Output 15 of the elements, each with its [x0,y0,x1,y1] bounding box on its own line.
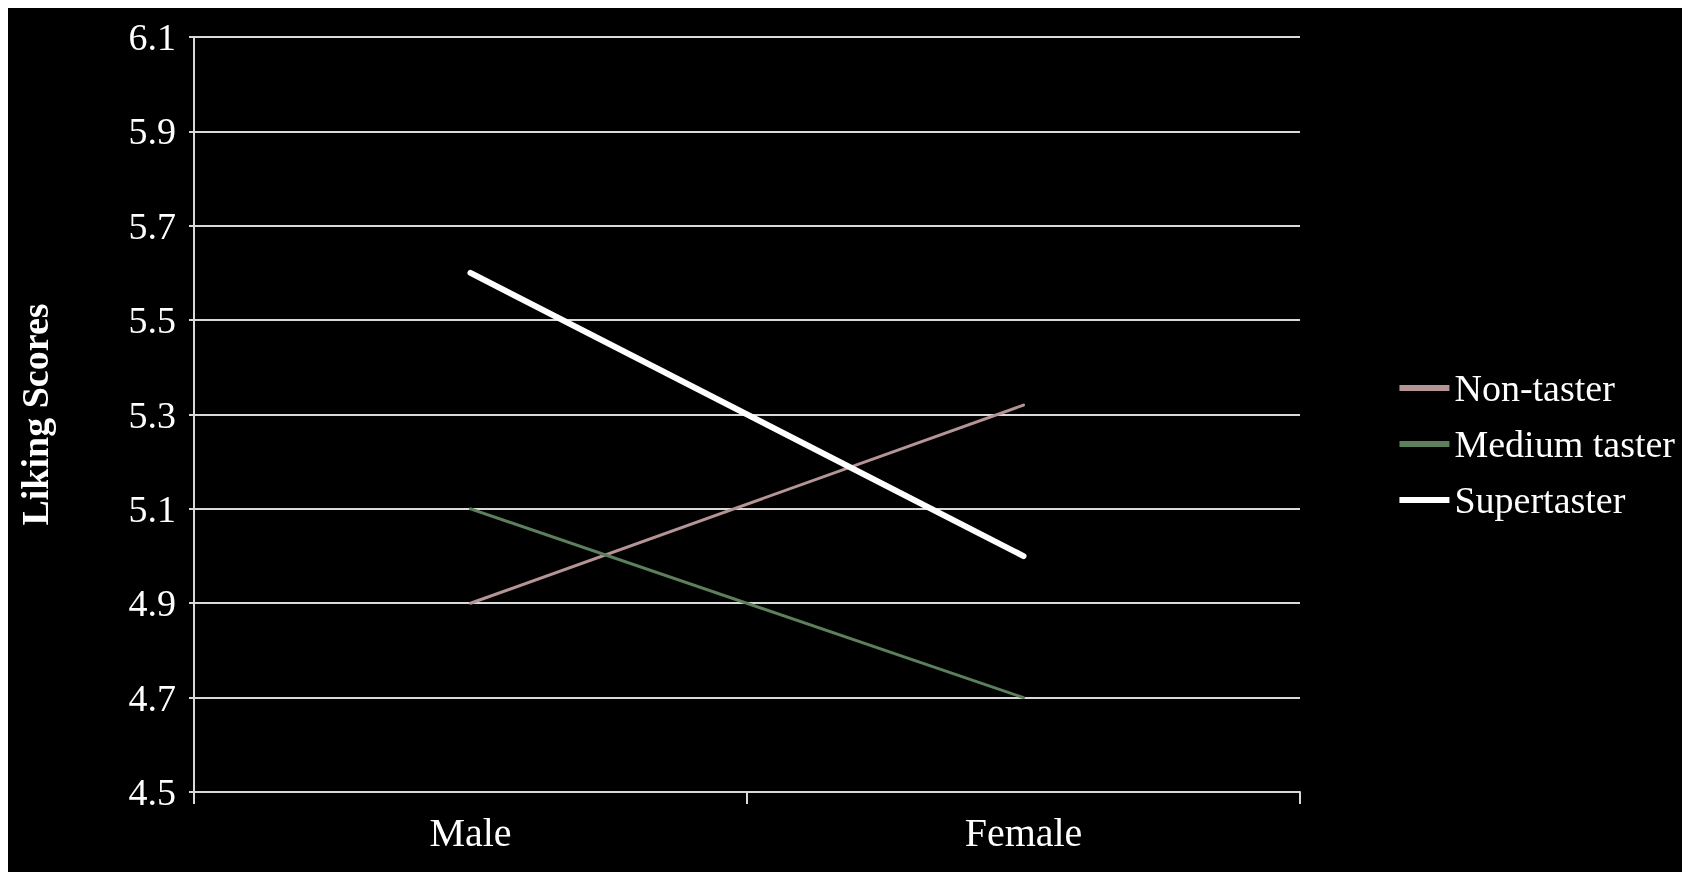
y-tick-label: 5.9 [128,110,176,153]
x-tick-label: Male [429,809,512,855]
y-tick-label: 4.7 [128,676,176,719]
y-tick-label: 5.1 [128,487,176,530]
x-tick-label: Female [964,809,1083,855]
y-tick-label: 5.7 [128,204,176,247]
y-axis-title: Liking Scores [14,303,56,526]
legend-label: Non-taster [1454,367,1616,409]
y-tick-label: 4.9 [128,582,176,625]
legend-label: Supertaster [1454,479,1626,521]
legend-label: Medium taster [1454,423,1676,465]
y-tick-label: 4.5 [128,771,176,813]
y-tick-label: 5.5 [128,299,176,342]
y-tick-label: 5.3 [128,393,176,436]
y-tick-label: 6.1 [128,16,176,58]
